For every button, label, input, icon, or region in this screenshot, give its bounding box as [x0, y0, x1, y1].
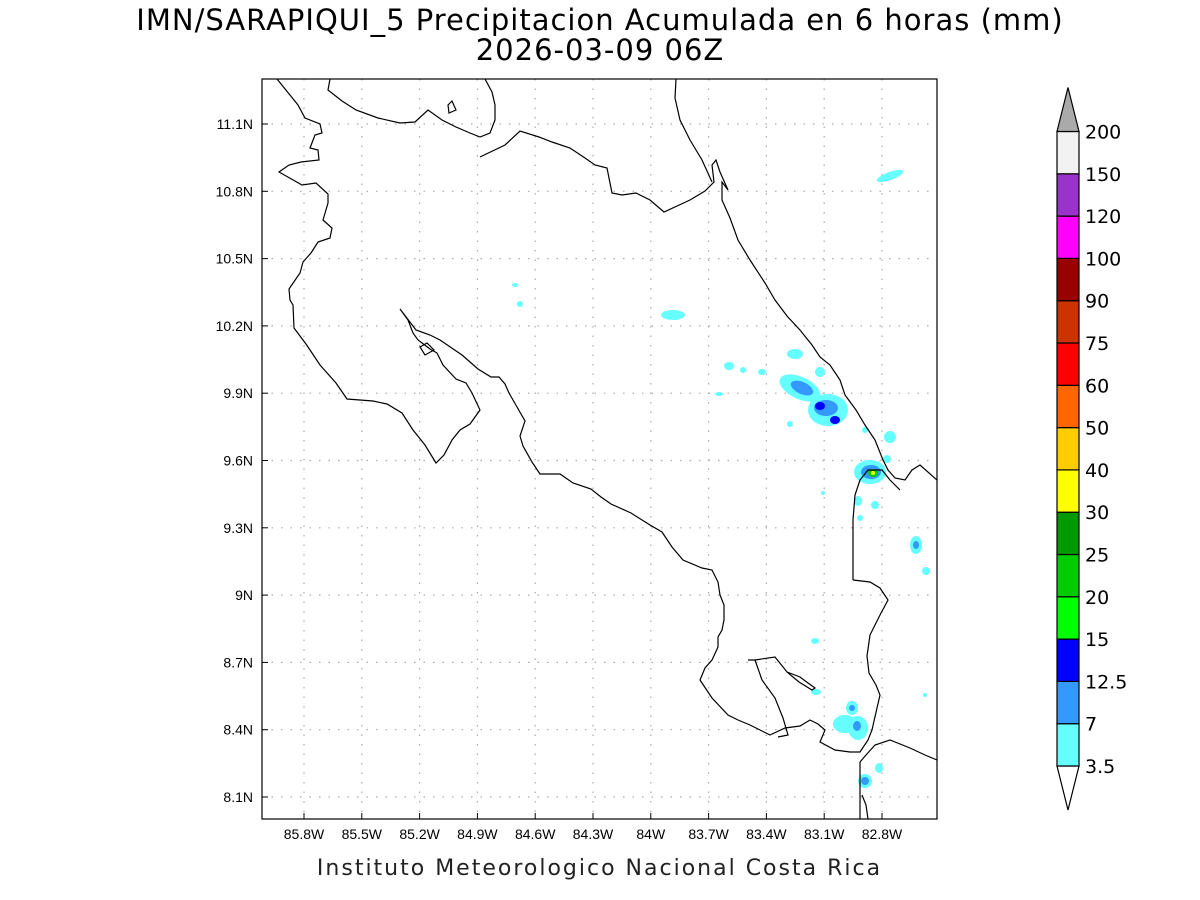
precipitation-areas: [512, 169, 930, 788]
lon-label: 83.7W: [688, 826, 729, 842]
lat-label: 9.9N: [223, 385, 253, 401]
lon-label: 84W: [636, 826, 666, 842]
lon-label: 85.8W: [284, 826, 325, 842]
colorbar-swatch: [1056, 511, 1080, 556]
colorbar-arrow-high: [1056, 87, 1080, 133]
colorbar-swatch: [1056, 723, 1080, 767]
colorbar-swatch: [1056, 469, 1080, 513]
colorbar-label: 100: [1085, 248, 1121, 270]
lon-label: 83.4W: [746, 826, 787, 842]
lat-label: 8.4N: [223, 722, 253, 738]
colorbar-swatch: [1056, 553, 1080, 598]
colorbar-swatch: [1056, 638, 1080, 682]
colorbar-label: 50: [1085, 418, 1109, 440]
colorbar-swatch: [1056, 680, 1080, 725]
lat-label: 9.6N: [223, 453, 253, 469]
coastlines: [276, 79, 937, 819]
colorbar-label: 3.5: [1085, 756, 1115, 778]
chart-title: IMN/SARAPIQUI_5 Precipitacion Acumulada …: [136, 3, 1064, 37]
colorbar-label: 200: [1085, 122, 1121, 144]
footer-credit: Instituto Meteorologico Nacional Costa R…: [316, 856, 883, 881]
colorbar-swatch: [1056, 384, 1080, 429]
colorbar-label: 75: [1085, 333, 1109, 355]
colorbar-swatch: [1056, 596, 1080, 640]
colorbar-arrow-low: [1056, 765, 1080, 811]
lon-label: 84.3W: [573, 826, 614, 842]
colorbar-label: 60: [1085, 375, 1109, 397]
map-frame: [261, 78, 938, 820]
lon-label: 85.2W: [399, 826, 440, 842]
colorbar-swatch: [1056, 173, 1080, 217]
colorbar-label: 40: [1085, 460, 1109, 482]
colorbar-label: 150: [1085, 164, 1121, 186]
colorbar-label: 120: [1085, 206, 1121, 228]
colorbar-label: 30: [1085, 502, 1109, 524]
colorbar-label: 20: [1085, 587, 1109, 609]
colorbar-swatch: [1056, 130, 1080, 175]
lon-label: 84.6W: [515, 826, 556, 842]
map-grid: [262, 79, 937, 819]
longitude-labels: 85.8W 85.5W 85.2W 84.9W 84.6W 84.3W 84W 83.7W 83…: [284, 826, 903, 842]
colorbar-swatch: [1056, 300, 1080, 344]
colorbar-label: 25: [1085, 545, 1109, 567]
lat-label: 9.3N: [223, 520, 253, 536]
lat-label: 10.8N: [216, 183, 253, 199]
lat-label: 8.1N: [223, 789, 253, 805]
colorbar-swatch: [1056, 342, 1080, 386]
colorbar-label: 12.5: [1085, 671, 1127, 693]
lat-label: 9N: [235, 587, 253, 603]
colorbar-label: 7: [1085, 714, 1097, 736]
lat-label: 11.1N: [217, 116, 253, 132]
lat-label: 8.7N: [223, 654, 253, 670]
lon-label: 82.8W: [862, 826, 903, 842]
colorbar: 3.5 7 12.5 15 20 25 30 40 50 60 75 90 100 120 150 200: [1056, 87, 1127, 811]
chart-datetime: 2026-03-09 06Z: [475, 33, 725, 67]
colorbar-swatch: [1056, 257, 1080, 302]
colorbar-swatch: [1056, 215, 1080, 260]
lat-label: 10.5N: [216, 251, 253, 267]
colorbar-label: 15: [1085, 629, 1109, 651]
lon-label: 84.9W: [457, 826, 498, 842]
lon-label: 83.1W: [804, 826, 845, 842]
lon-label: 85.5W: [342, 826, 383, 842]
colorbar-swatch: [1056, 427, 1080, 471]
colorbar-label: 90: [1085, 291, 1109, 313]
lat-label: 10.2N: [216, 318, 253, 334]
latitude-labels: 11.1N 10.8N 10.5N 10.2N 9.9N 9.6N 9.3N 9N 8.7N 8.…: [216, 116, 253, 805]
